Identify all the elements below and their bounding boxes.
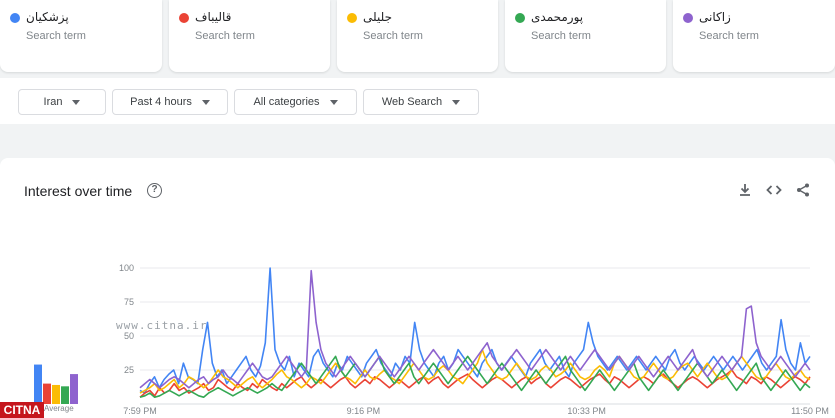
- average-bars: [34, 364, 78, 404]
- average-bar-1: [34, 364, 42, 404]
- x-tick-label: 7:59 PM: [123, 406, 157, 416]
- share-icon[interactable]: [795, 182, 811, 198]
- filter-bar: Iran Past 4 hours All categories Web Sea…: [0, 78, 835, 124]
- region-label: Iran: [43, 96, 63, 108]
- chart-ticks: 25 50 75 100 7:59 PM 9:16 PM 10:33 PM 11:50 PM: [119, 263, 829, 416]
- region-dropdown[interactable]: Iran: [18, 89, 106, 115]
- average-bar-3: [52, 384, 60, 404]
- time-range-label: Past 4 hours: [130, 96, 192, 108]
- caret-down-icon: [201, 99, 210, 105]
- caret-down-icon: [329, 99, 338, 105]
- average-bar-2: [43, 383, 51, 404]
- term-subtitle: Search term: [531, 30, 591, 42]
- interest-over-time-card: Interest over time ? 25 50 75 100 7:59 PM 9:1…: [0, 158, 835, 418]
- term-subtitle: Search term: [195, 30, 255, 42]
- category-dropdown[interactable]: All categories: [234, 89, 357, 115]
- term-color-dot: [179, 13, 189, 23]
- term-color-dot: [515, 13, 525, 23]
- series-line-1: [139, 267, 811, 394]
- help-icon[interactable]: ?: [147, 183, 162, 198]
- download-icon[interactable]: [737, 182, 753, 198]
- y-tick-label: 75: [124, 297, 134, 307]
- watermark: www.citna.ir: [116, 319, 208, 332]
- term-color-dot: [10, 13, 20, 23]
- term-color-dot: [347, 13, 357, 23]
- time-range-dropdown[interactable]: Past 4 hours: [112, 89, 228, 115]
- x-tick-label: 11:50 PM: [791, 406, 829, 416]
- average-bar-5: [70, 374, 78, 404]
- term-subtitle: Search term: [363, 30, 423, 42]
- term-name: قالیباف: [195, 10, 232, 24]
- caret-down-icon: [452, 99, 461, 105]
- term-card-5[interactable]: زاکانی Search term: [673, 0, 835, 72]
- embed-icon[interactable]: [766, 182, 782, 198]
- term-subtitle: Search term: [699, 30, 759, 42]
- search-terms-bar: پزشکیان Search term قالیباف Search term …: [0, 0, 835, 72]
- x-tick-label: 9:16 PM: [347, 406, 381, 416]
- term-name: زاکانی: [699, 10, 731, 24]
- term-card-4[interactable]: پورمحمدی Search term: [505, 0, 666, 72]
- citna-logo: CITNA: [0, 402, 44, 418]
- term-subtitle: Search term: [26, 30, 86, 42]
- term-name: جلیلی: [363, 10, 392, 24]
- x-tick-label: 10:33 PM: [567, 406, 606, 416]
- term-color-dot: [683, 13, 693, 23]
- y-tick-label: 100: [119, 263, 134, 273]
- line-chart: 25 50 75 100 7:59 PM 9:16 PM 10:33 PM 11:50 PM: [34, 263, 829, 416]
- y-tick-label: 50: [124, 331, 134, 341]
- term-name: پزشکیان: [26, 10, 69, 24]
- chart-title: Interest over time: [24, 183, 133, 199]
- term-card-1[interactable]: پزشکیان Search term: [0, 0, 162, 72]
- y-tick-label: 25: [124, 365, 134, 375]
- chart-grid: [140, 267, 810, 405]
- average-label: Average: [44, 404, 74, 413]
- term-name: پورمحمدی: [531, 10, 584, 24]
- caret-down-icon: [72, 99, 81, 105]
- search-type-dropdown[interactable]: Web Search: [363, 89, 479, 115]
- series-line-2: [139, 369, 811, 398]
- chart-series: [139, 267, 811, 398]
- average-bar-4: [61, 386, 69, 404]
- term-card-2[interactable]: قالیباف Search term: [169, 0, 330, 72]
- series-line-5: [139, 269, 811, 389]
- term-card-3[interactable]: جلیلی Search term: [337, 0, 498, 72]
- category-label: All categories: [253, 96, 320, 108]
- search-type-label: Web Search: [381, 96, 443, 108]
